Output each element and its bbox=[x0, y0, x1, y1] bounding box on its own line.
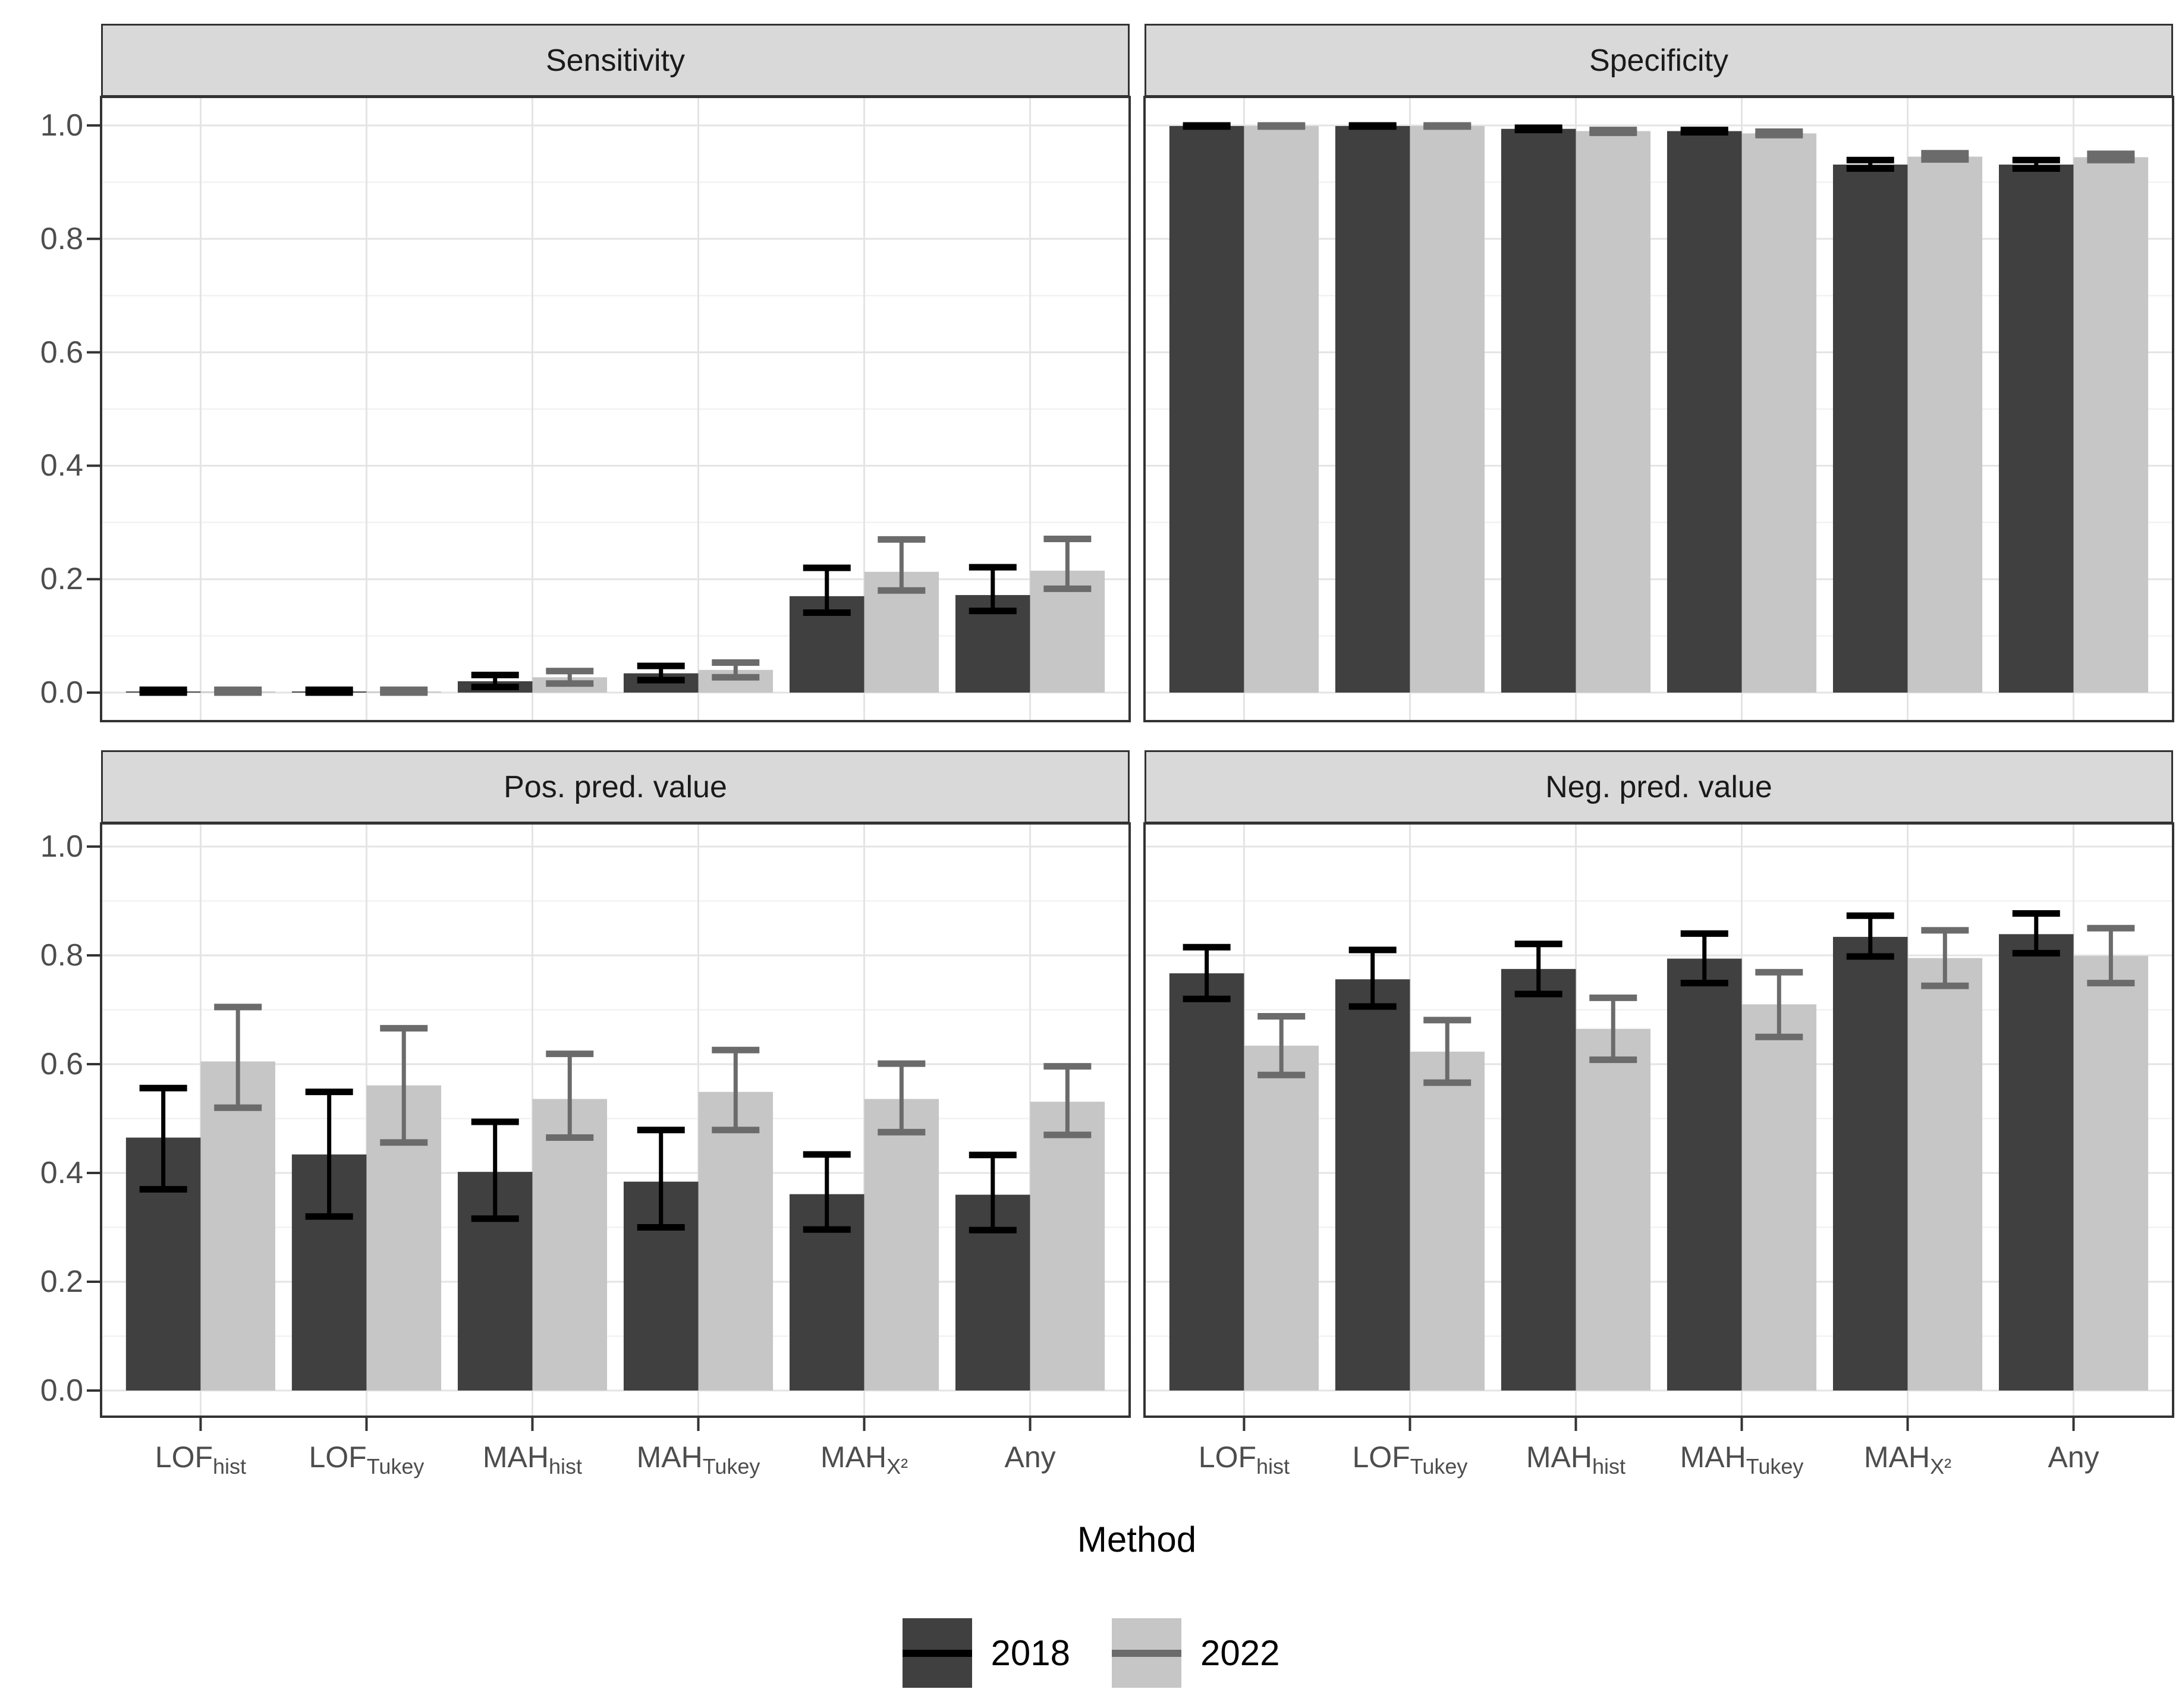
panel-border bbox=[100, 96, 1131, 722]
panel-border bbox=[1143, 822, 2174, 1418]
legend-item-2022: 2022 bbox=[1112, 1618, 1279, 1688]
y-axis-tick-label: 0.4 bbox=[40, 448, 83, 483]
legend-label-2022: 2022 bbox=[1200, 1633, 1280, 1673]
x-axis-tick-label: Any bbox=[1004, 1440, 1056, 1474]
bar-2018-Any bbox=[1999, 164, 2074, 693]
bar-2018-LOF_hist bbox=[1169, 125, 1244, 693]
bar-2018-MAH_hist bbox=[1501, 968, 1576, 1391]
bar-2022-Any bbox=[2073, 157, 2149, 693]
bar-2022-MAH_Tukey bbox=[698, 1092, 774, 1391]
panel-border bbox=[100, 822, 1131, 1418]
facet-strip-pos-pred-value: Pos. pred. value bbox=[101, 750, 1130, 823]
bar-2018-MAH_Tukey bbox=[1667, 958, 1742, 1391]
legend-label-2018: 2018 bbox=[991, 1633, 1070, 1673]
facet-strip-sensitivity: Sensitivity bbox=[101, 24, 1130, 97]
y-axis-tick-label: 0.6 bbox=[40, 335, 83, 370]
bar-2022-MAH_hist bbox=[1576, 131, 1651, 693]
x-axis-tick-label: LOFTukey bbox=[1352, 1440, 1468, 1479]
facet-strip-neg-pred-value: Neg. pred. value bbox=[1145, 750, 2173, 823]
bar-2022-LOF_Tukey bbox=[1410, 125, 1485, 693]
bar-2022-MAH_X2 bbox=[864, 1099, 939, 1391]
bar-2022-LOF_hist bbox=[1244, 125, 1319, 693]
bar-2022-Any bbox=[2073, 955, 2149, 1391]
y-axis-tick-label: 0.6 bbox=[40, 1047, 83, 1081]
facet-title: Specificity bbox=[1589, 43, 1729, 78]
x-axis-tick-label: Any bbox=[2048, 1440, 2099, 1474]
x-axis-tick-label: LOFhist bbox=[1198, 1440, 1290, 1479]
bar-2018-MAH_X2 bbox=[1832, 936, 1908, 1391]
legend-key-2022-errorbar-line bbox=[1112, 1649, 1181, 1657]
facet-strip-specificity: Specificity bbox=[1145, 24, 2173, 97]
y-axis-tick-label: 0.8 bbox=[40, 221, 83, 256]
bar-2022-LOF_hist bbox=[200, 1061, 275, 1391]
panel-pos-pred-value bbox=[87, 822, 1131, 1431]
bar-2022-MAH_hist bbox=[532, 1099, 608, 1391]
legend: 2018 2022 bbox=[0, 1618, 2182, 1688]
x-axis-tick-label: MAHhist bbox=[1526, 1440, 1626, 1479]
panel-border bbox=[1143, 96, 2174, 722]
x-axis-tick-label: LOFTukey bbox=[309, 1440, 425, 1479]
bar-2018-LOF_Tukey bbox=[1335, 979, 1410, 1391]
y-axis-tick-label: 1.0 bbox=[40, 829, 83, 864]
facet-title: Neg. pred. value bbox=[1545, 769, 1772, 804]
legend-item-2018: 2018 bbox=[902, 1618, 1070, 1688]
bar-2022-LOF_hist bbox=[1244, 1045, 1319, 1391]
y-axis-tick-label: 0.0 bbox=[40, 675, 83, 710]
panel-specificity bbox=[1143, 96, 2174, 722]
bar-2022-MAH_X2 bbox=[1907, 156, 1983, 693]
panel-sensitivity bbox=[87, 96, 1131, 722]
y-axis-tick-label: 0.2 bbox=[40, 562, 83, 597]
legend-key-2018-errorbar-line bbox=[902, 1649, 972, 1657]
x-axis-title: Method bbox=[1077, 1520, 1197, 1559]
bar-2018-MAH_X2 bbox=[1832, 164, 1908, 693]
panel-neg-pred-value bbox=[1143, 822, 2174, 1431]
bar-2022-Any bbox=[1030, 1102, 1105, 1391]
x-axis-tick-label: MAHX² bbox=[1863, 1440, 1952, 1479]
bar-2022-MAH_Tukey bbox=[1741, 133, 1817, 693]
x-axis-tick-label: LOFhist bbox=[155, 1440, 247, 1479]
x-axis-tick-label: MAHTukey bbox=[636, 1440, 760, 1479]
bar-2022-MAH_X2 bbox=[1907, 958, 1983, 1391]
y-axis-tick-label: 0.2 bbox=[40, 1265, 83, 1299]
legend-key-2018-swatch bbox=[902, 1618, 972, 1688]
y-axis-tick-label: 0.8 bbox=[40, 938, 83, 973]
y-axis-tick-label: 0.0 bbox=[40, 1373, 83, 1408]
x-axis-tick-label: MAHTukey bbox=[1680, 1440, 1804, 1479]
facet-title: Sensitivity bbox=[545, 43, 686, 78]
bar-2018-MAH_hist bbox=[1501, 128, 1576, 693]
bar-2018-Any bbox=[1999, 934, 2074, 1391]
facet-title: Pos. pred. value bbox=[504, 769, 727, 804]
legend-key-2022-swatch bbox=[1112, 1618, 1181, 1688]
bar-2022-MAH_hist bbox=[1576, 1028, 1651, 1391]
bar-2018-LOF_Tukey bbox=[1335, 125, 1410, 693]
bar-2022-MAH_Tukey bbox=[1741, 1004, 1817, 1391]
y-axis-tick-label: 0.4 bbox=[40, 1156, 83, 1190]
bar-2018-LOF_hist bbox=[1169, 973, 1244, 1391]
bar-2022-LOF_Tukey bbox=[1410, 1051, 1485, 1391]
x-axis-tick-label: MAHX² bbox=[820, 1440, 908, 1479]
y-axis-tick-label: 1.0 bbox=[40, 108, 83, 143]
bar-2018-MAH_Tukey bbox=[1667, 131, 1742, 693]
x-axis-tick-label: MAHhist bbox=[482, 1440, 583, 1479]
